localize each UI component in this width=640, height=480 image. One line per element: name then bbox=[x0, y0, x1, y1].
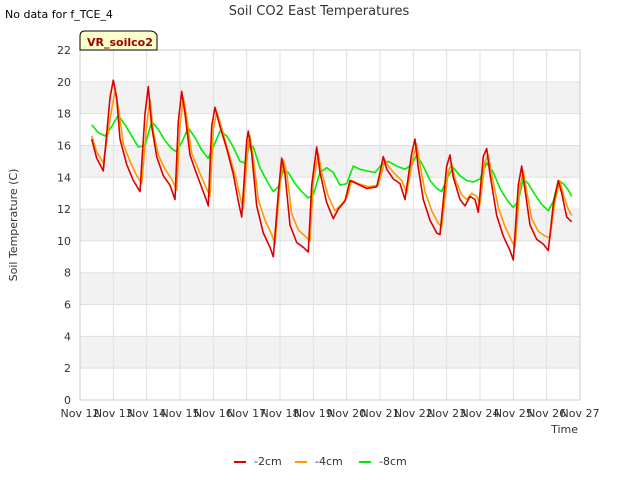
x-tick-label: Nov 22 bbox=[394, 407, 433, 420]
legend-item: -4cm bbox=[295, 455, 343, 468]
x-tick-label: Nov 25 bbox=[494, 407, 533, 420]
y-tick-label: 16 bbox=[57, 139, 71, 152]
series-line-2cmcm-line bbox=[90, 79, 573, 261]
legend-label: -4cm bbox=[315, 455, 343, 468]
legend-label: -8cm bbox=[379, 455, 407, 468]
grid-band bbox=[80, 272, 580, 305]
y-tick-label: 20 bbox=[57, 76, 71, 89]
x-tick-label: Nov 19 bbox=[294, 407, 333, 420]
y-tick-label: 0 bbox=[64, 394, 71, 407]
grid-band bbox=[80, 81, 580, 114]
y-tick-label: 8 bbox=[64, 267, 71, 280]
y-tick-label: 2 bbox=[64, 362, 71, 375]
legend-label: -2cm bbox=[254, 455, 282, 468]
legend: -2cm -4cm -8cm bbox=[234, 455, 407, 468]
x-tick-label: Nov 27 bbox=[561, 407, 600, 420]
x-tick-label: Nov 20 bbox=[327, 407, 366, 420]
y-tick-label: 10 bbox=[57, 235, 71, 248]
chart-title: Soil CO2 East Temperatures bbox=[229, 4, 410, 19]
x-tick-label: Nov 15 bbox=[161, 407, 200, 420]
plot-border bbox=[79, 49, 581, 401]
series-layer bbox=[90, 79, 573, 261]
x-tick-label: Nov 12 bbox=[61, 407, 100, 420]
x-tick-label: Nov 24 bbox=[461, 407, 500, 420]
series-line-8cmcm-line bbox=[91, 114, 573, 212]
annotation-shape bbox=[79, 30, 158, 51]
annotation-box: VR_soilco2 bbox=[79, 30, 158, 51]
x-tick-label: Nov 17 bbox=[227, 407, 266, 420]
y-axis-label: Soil Temperature (C) bbox=[7, 169, 20, 282]
x-tick-label: Nov 14 bbox=[127, 407, 166, 420]
x-tick-label: Nov 26 bbox=[527, 407, 566, 420]
x-tick-label: Nov 16 bbox=[194, 407, 233, 420]
y-axis-ticks: 0 2 4 6 8 10 12 14 16 18 20 22 bbox=[57, 44, 71, 407]
grid-band bbox=[80, 145, 580, 178]
annotation-label: VR_soilco2 bbox=[87, 36, 153, 49]
y-tick-label: 22 bbox=[57, 44, 71, 57]
x-axis-label: Time bbox=[550, 423, 578, 436]
x-tick-label: Nov 23 bbox=[427, 407, 466, 420]
y-tick-label: 6 bbox=[64, 299, 71, 312]
legend-item: -2cm bbox=[234, 455, 282, 468]
x-tick-label: Nov 18 bbox=[261, 407, 300, 420]
no-data-note: No data for f_TCE_4 bbox=[5, 8, 113, 21]
y-tick-label: 12 bbox=[57, 203, 71, 216]
x-tick-label: Nov 21 bbox=[361, 407, 400, 420]
grid-band bbox=[80, 336, 580, 369]
legend-item: -8cm bbox=[359, 455, 407, 468]
x-tick-label: Nov 13 bbox=[94, 407, 133, 420]
y-tick-label: 4 bbox=[64, 330, 71, 343]
y-tick-label: 14 bbox=[57, 171, 71, 184]
y-tick-label: 18 bbox=[57, 108, 71, 121]
plot-area bbox=[79, 49, 581, 401]
